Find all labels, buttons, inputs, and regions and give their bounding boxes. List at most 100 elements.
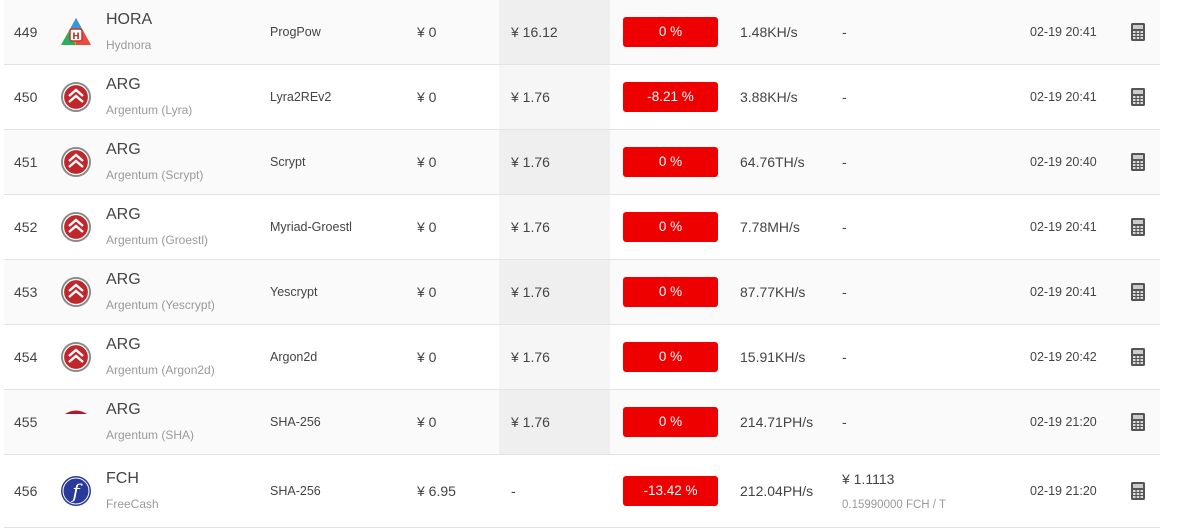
coin-name[interactable]: ARG Argentum (SHA) xyxy=(106,390,194,454)
coin-fullname: Argentum (Scrypt) xyxy=(106,168,204,182)
calculator-icon[interactable] xyxy=(1128,390,1148,454)
price-secondary: ¥ 1.76 xyxy=(511,89,550,105)
calculator-icon[interactable] xyxy=(1128,65,1148,129)
argentum-logo-icon xyxy=(56,65,96,129)
price-secondary: ¥ 1.76 xyxy=(511,219,550,235)
table-row[interactable]: 455 ARG Argentum (SHA) SHA-256 ¥ 0 ¥ 1.7… xyxy=(4,390,1160,455)
updated-time: 02-19 20:41 xyxy=(1030,25,1097,39)
hashrate: 64.76TH/s xyxy=(740,154,805,170)
calculator-icon[interactable] xyxy=(1128,130,1148,194)
calculator-icon[interactable] xyxy=(1128,325,1148,389)
coin-symbol: HORA xyxy=(106,11,153,28)
updated-time: 02-19 20:41 xyxy=(1030,90,1097,104)
coin-symbol: ARG xyxy=(106,206,141,223)
price: ¥ 6.95 xyxy=(417,483,456,499)
price: ¥ 0 xyxy=(417,284,437,300)
argentum-logo-icon xyxy=(56,195,96,259)
argentum-logo-icon xyxy=(56,325,96,389)
profit: - xyxy=(842,349,847,365)
hashrate: 3.88KH/s xyxy=(740,89,798,105)
updated-time: 02-19 20:42 xyxy=(1030,350,1097,364)
hashrate: 1.48KH/s xyxy=(740,24,798,40)
price: ¥ 0 xyxy=(417,414,437,430)
price-column-shade xyxy=(499,260,610,324)
coin-table: 449 H HORA Hydnora ProgPow ¥ 0 ¥ 16.12 0… xyxy=(4,0,1160,528)
profit: - xyxy=(842,219,847,235)
table-row[interactable]: 452 ARG Argentum (Groestl) Myriad-Groest… xyxy=(4,195,1160,260)
price-secondary: ¥ 1.76 xyxy=(511,154,550,170)
table-row[interactable]: 456 f FCH FreeCash SHA-256 ¥ 6.95 - -13.… xyxy=(4,455,1160,528)
coin-fullname: Argentum (Argon2d) xyxy=(106,363,215,377)
algorithm: Yescrypt xyxy=(270,285,318,299)
coin-name[interactable]: ARG Argentum (Argon2d) xyxy=(106,325,215,389)
algorithm: Myriad-Groestl xyxy=(270,220,352,234)
argentum-partial-logo-icon xyxy=(56,390,96,454)
profit-value: ¥ 1.1113 xyxy=(842,471,895,487)
svg-text:H: H xyxy=(72,32,80,42)
table-row[interactable]: 449 H HORA Hydnora ProgPow ¥ 0 ¥ 16.12 0… xyxy=(4,0,1160,65)
change-badge: 0 % xyxy=(623,130,718,194)
hashrate: 212.04PH/s xyxy=(740,483,814,499)
price-column-shade xyxy=(499,65,610,129)
coin-symbol: ARG xyxy=(106,271,141,288)
row-number: 449 xyxy=(14,24,38,40)
calculator-icon[interactable] xyxy=(1128,0,1148,64)
coin-fullname: Hydnora xyxy=(106,38,152,52)
algorithm: ProgPow xyxy=(270,25,321,39)
row-number: 454 xyxy=(14,349,38,365)
table-row[interactable]: 454 ARG Argentum (Argon2d) Argon2d ¥ 0 ¥… xyxy=(4,325,1160,390)
coin-fullname: Argentum (Yescrypt) xyxy=(106,298,215,312)
price: ¥ 0 xyxy=(417,349,437,365)
calculator-icon[interactable] xyxy=(1128,455,1148,527)
coin-name[interactable]: ARG Argentum (Yescrypt) xyxy=(106,260,215,324)
algorithm: Scrypt xyxy=(270,155,306,169)
coin-fullname: Argentum (Lyra) xyxy=(106,103,193,117)
change-badge: 0 % xyxy=(623,325,718,389)
change-badge: -13.42 % xyxy=(623,455,718,527)
price-secondary: ¥ 16.12 xyxy=(511,24,558,40)
price-column-shade xyxy=(499,390,610,454)
coin-symbol: ARG xyxy=(106,336,141,353)
price-column-shade xyxy=(499,130,610,194)
coin-fullname: Argentum (SHA) xyxy=(106,428,195,442)
price-secondary: ¥ 1.76 xyxy=(511,414,550,430)
price: ¥ 0 xyxy=(417,89,437,105)
argentum-logo-icon xyxy=(56,260,96,324)
profit: - xyxy=(842,284,847,300)
profit: - xyxy=(842,154,847,170)
calculator-icon[interactable] xyxy=(1128,195,1148,259)
algorithm: SHA-256 xyxy=(270,415,321,429)
updated-time: 02-19 21:20 xyxy=(1030,415,1097,429)
change-badge: 0 % xyxy=(623,390,718,454)
price: ¥ 0 xyxy=(417,24,437,40)
price: ¥ 0 xyxy=(417,154,437,170)
calculator-icon[interactable] xyxy=(1128,260,1148,324)
table-row[interactable]: 451 ARG Argentum (Scrypt) Scrypt ¥ 0 ¥ 1… xyxy=(4,130,1160,195)
table-row[interactable]: 450 ARG Argentum (Lyra) Lyra2REv2 ¥ 0 ¥ … xyxy=(4,65,1160,130)
hashrate: 87.77KH/s xyxy=(740,284,806,300)
argentum-logo-icon xyxy=(56,130,96,194)
price-secondary: ¥ 1.76 xyxy=(511,349,550,365)
updated-time: 02-19 20:40 xyxy=(1030,155,1097,169)
hydnora-logo-icon: H xyxy=(56,0,96,64)
coin-name[interactable]: ARG Argentum (Lyra) xyxy=(106,65,192,129)
profit: ¥ 1.1113 0.15990000 FCH / T xyxy=(842,455,946,527)
coin-fullname: FreeCash xyxy=(106,497,159,511)
hashrate: 7.78MH/s xyxy=(740,219,800,235)
algorithm: SHA-256 xyxy=(270,484,321,498)
price: ¥ 0 xyxy=(417,219,437,235)
coin-name[interactable]: ARG Argentum (Scrypt) xyxy=(106,130,203,194)
row-number: 450 xyxy=(14,89,38,105)
coin-name[interactable]: ARG Argentum (Groestl) xyxy=(106,195,208,259)
change-badge: 0 % xyxy=(623,0,718,64)
price-secondary: ¥ 1.76 xyxy=(511,284,550,300)
coin-symbol: FCH xyxy=(106,470,139,487)
coin-name[interactable]: HORA Hydnora xyxy=(106,0,152,64)
table-row[interactable]: 453 ARG Argentum (Yescrypt) Yescrypt ¥ 0… xyxy=(4,260,1160,325)
coin-name[interactable]: FCH FreeCash xyxy=(106,455,159,527)
change-badge: 0 % xyxy=(623,260,718,324)
coin-symbol: ARG xyxy=(106,76,141,93)
profit-rate: 0.15990000 FCH / T xyxy=(842,499,946,511)
row-number: 456 xyxy=(14,483,38,499)
updated-time: 02-19 21:20 xyxy=(1030,484,1097,498)
